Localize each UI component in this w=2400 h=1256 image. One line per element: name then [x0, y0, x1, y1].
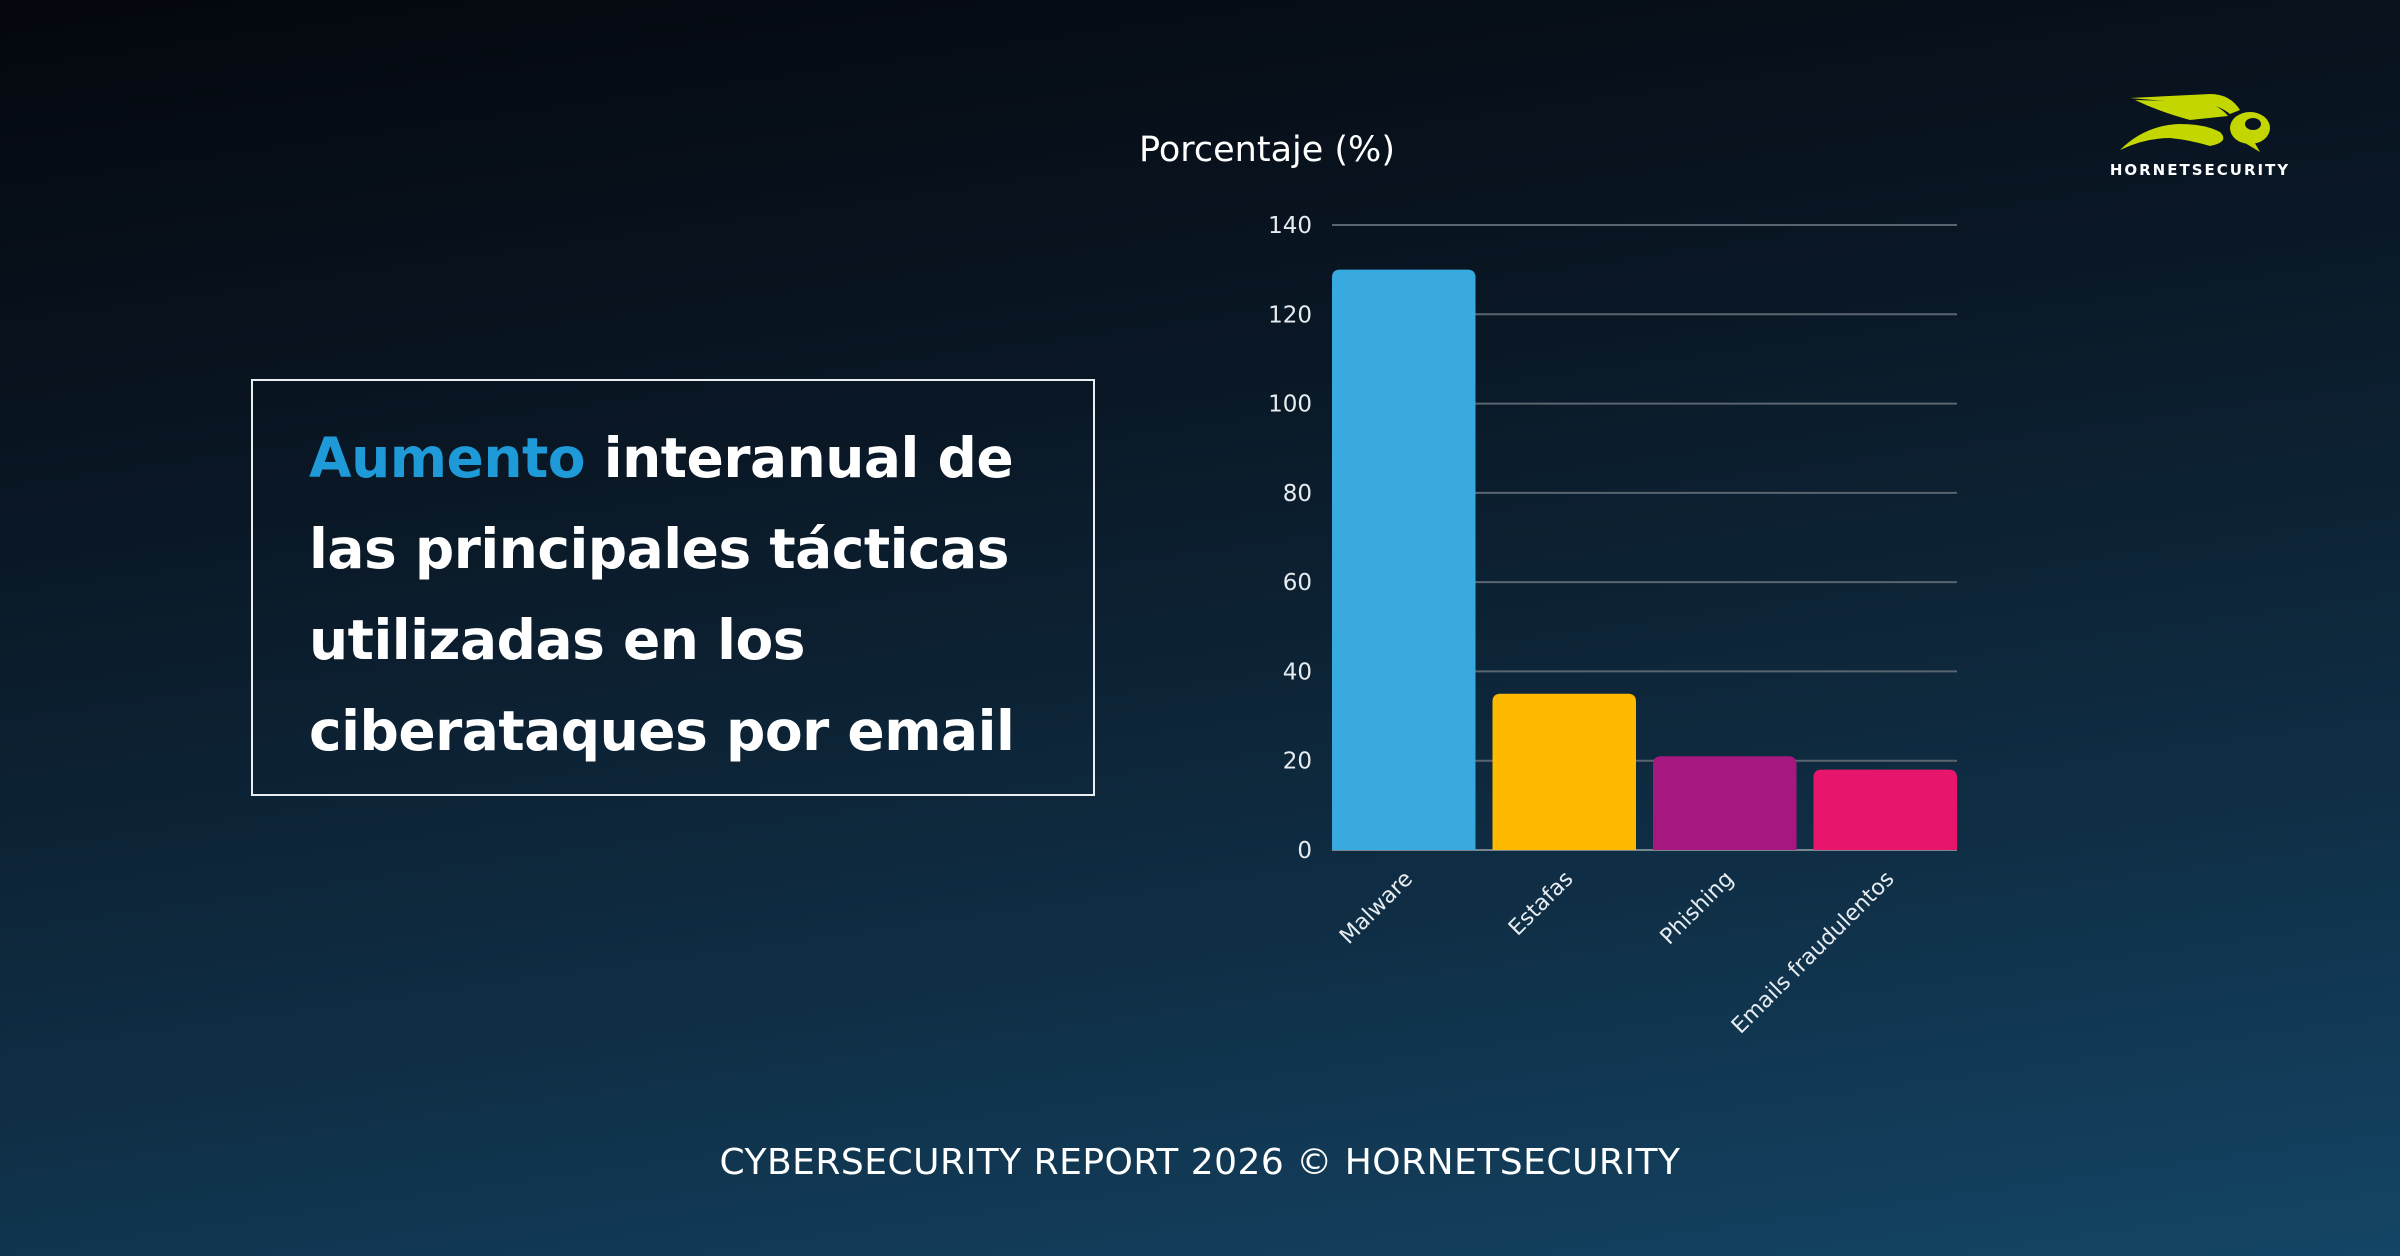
x-tick-label: Phishing: [1656, 867, 1739, 950]
x-tick-label: Emails fraudulentos: [1727, 867, 1899, 1039]
y-tick-label: 140: [1268, 213, 1312, 239]
y-tick-label: 80: [1283, 481, 1312, 507]
bar-phishing: [1653, 756, 1797, 850]
y-tick-label: 60: [1283, 570, 1312, 596]
x-tick-label: Estafas: [1504, 867, 1578, 941]
footer: CYBERSECURITY REPORT 2026 © HORNETSECURI…: [719, 1142, 1681, 1183]
headline: Aumento interanual de las principales tá…: [309, 413, 1099, 777]
hornet-icon: [2120, 94, 2270, 152]
logo-text: HORNETSECURITY: [2109, 161, 2291, 179]
bar-emails-fraudulentos: [1813, 769, 1957, 850]
bar-malware: [1332, 269, 1476, 851]
y-tick-label: 20: [1283, 749, 1312, 775]
headline-accent: Aumento: [309, 426, 586, 490]
headline-box: Aumento interanual de las principales tá…: [251, 379, 1095, 796]
y-tick-label: 120: [1268, 302, 1312, 328]
bar-estafas: [1492, 693, 1636, 850]
y-tick-label: 40: [1283, 659, 1312, 685]
hornetsecurity-logo: HORNETSECURITY: [2090, 80, 2310, 179]
headline-rest: interanual de las principales tácticas u…: [309, 426, 1015, 763]
y-tick-label: 0: [1297, 838, 1312, 864]
y-tick-label: 100: [1268, 392, 1312, 418]
x-tick-label: Malware: [1335, 867, 1418, 950]
chart-title: Porcentaje (%): [1139, 130, 1395, 170]
